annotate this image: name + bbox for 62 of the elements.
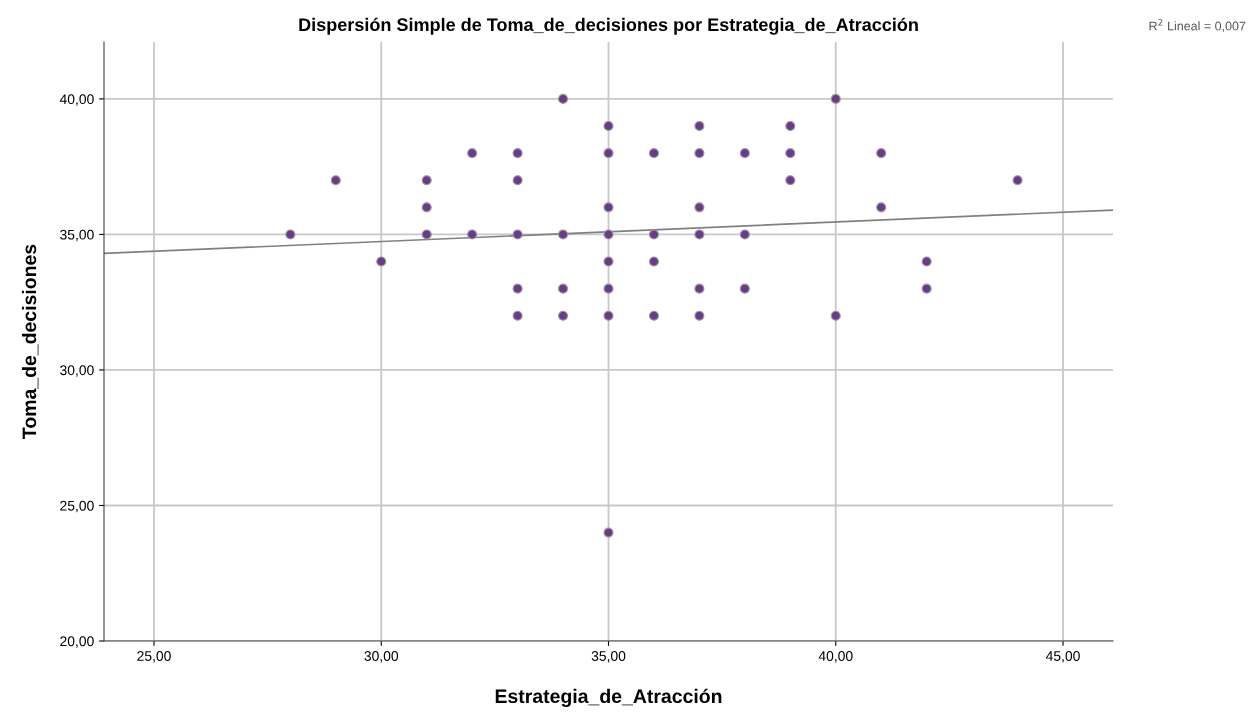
point	[603, 283, 614, 294]
point	[512, 310, 523, 321]
point	[603, 310, 614, 321]
point	[648, 310, 660, 321]
point	[876, 148, 887, 159]
point	[785, 175, 796, 186]
point	[739, 229, 750, 240]
point	[739, 148, 750, 159]
point	[512, 148, 523, 159]
point	[376, 256, 387, 267]
point	[512, 283, 523, 294]
x-tick-label: 45,00	[1045, 651, 1080, 663]
point	[285, 229, 296, 240]
point	[467, 229, 478, 240]
point	[421, 202, 432, 213]
point	[421, 229, 432, 240]
point	[694, 310, 705, 321]
y-tick-label: 20,00	[60, 636, 94, 648]
point	[694, 229, 705, 240]
point	[694, 283, 705, 294]
point	[648, 229, 660, 240]
point	[648, 148, 660, 159]
point	[330, 175, 341, 186]
point	[694, 202, 705, 213]
point	[603, 527, 614, 538]
point	[557, 283, 569, 294]
point	[512, 175, 523, 186]
point	[830, 93, 841, 104]
x-tick-label: 30,00	[364, 651, 399, 663]
y-tick-label: 40,00	[59, 94, 94, 106]
point	[603, 202, 614, 213]
point	[557, 310, 569, 321]
x-tick-label: 40,00	[818, 651, 853, 663]
point	[785, 148, 796, 159]
point	[603, 148, 614, 159]
point	[694, 120, 705, 132]
y-axis-title: Toma_de_decisiones	[21, 244, 39, 439]
point	[648, 256, 660, 267]
point	[694, 148, 705, 159]
point	[921, 256, 932, 267]
x-tick-label: 35,00	[591, 651, 626, 663]
point	[421, 175, 432, 186]
point	[921, 283, 932, 294]
point	[603, 229, 614, 240]
y-tick-label: 30,00	[60, 365, 94, 377]
point	[603, 120, 614, 132]
point	[785, 120, 796, 132]
y-tick-label: 35,00	[60, 229, 94, 242]
y-tick-label: 25,00	[60, 500, 94, 513]
chart-title: Dispersión Simple de Toma_de_decisiones por Estrategia_de_Atracción	[299, 17, 918, 35]
point	[512, 229, 523, 240]
x-axis-title: Estrategia_de_Atracción	[495, 688, 722, 708]
point	[830, 310, 841, 321]
point	[739, 283, 750, 294]
point	[1012, 175, 1023, 186]
point	[467, 148, 478, 159]
point	[557, 229, 569, 240]
point	[603, 256, 614, 267]
text: R$^{2}$ Lineal = 0,007	[1149, 19, 1246, 32]
point	[876, 202, 887, 213]
x-tick-label: 25,00	[137, 651, 171, 663]
point	[557, 93, 569, 104]
